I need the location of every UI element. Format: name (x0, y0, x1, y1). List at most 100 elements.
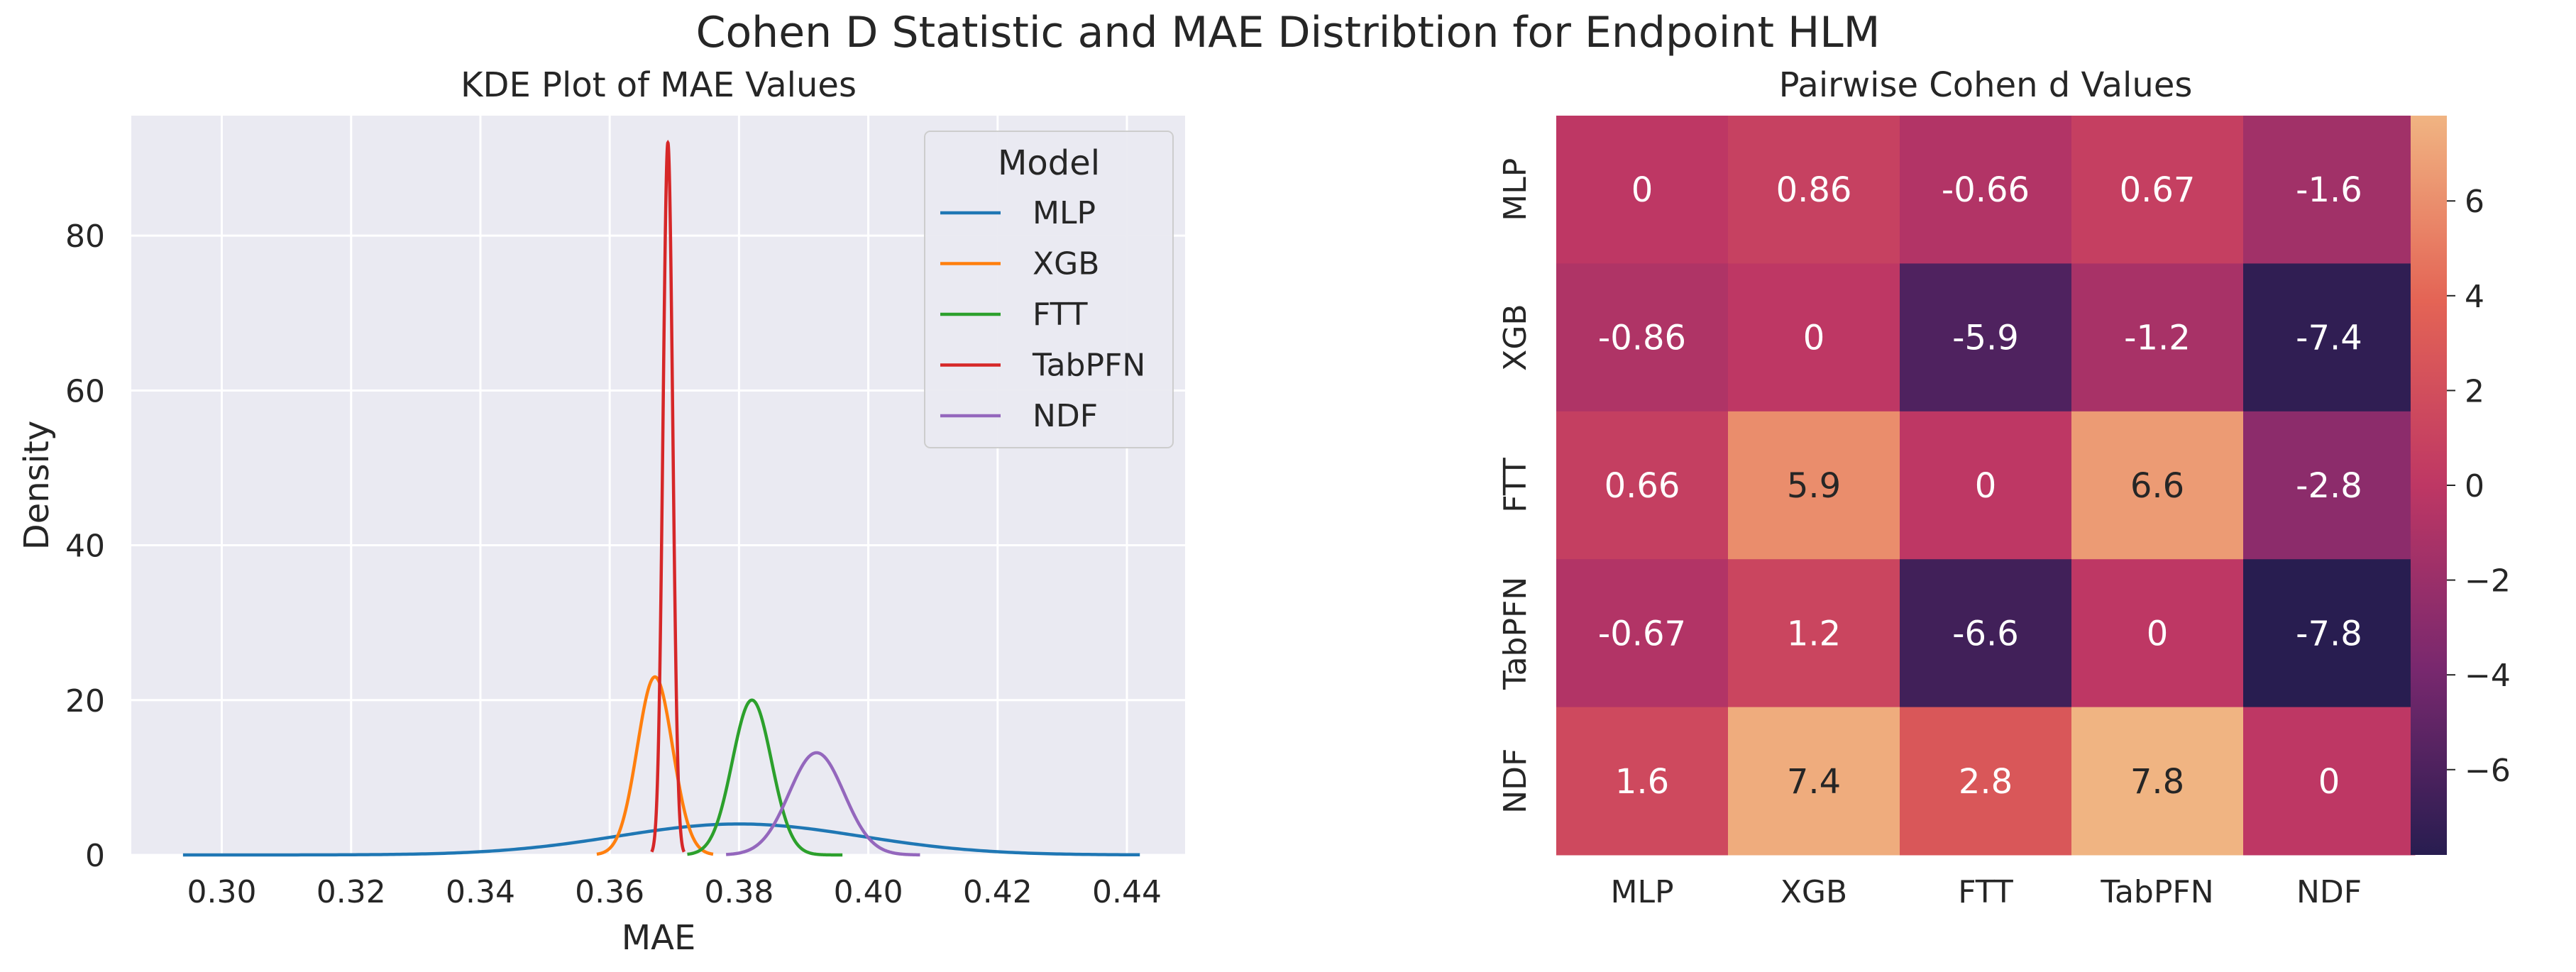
heatmap-cell (1728, 707, 1900, 856)
heatmap-cell-value: 1.6 (1615, 762, 1669, 802)
heatmap-cell-value: 0 (1803, 319, 1825, 358)
heatmap-row-label: MLP (1497, 158, 1534, 221)
heatmap-cell (1556, 559, 1729, 708)
heatmap-cell-value: 0.66 (1605, 466, 1680, 506)
kde-x-tick-label: 0.44 (1092, 874, 1162, 910)
heatmap-cell (1900, 411, 2072, 560)
heatmap-cell-value: -6.6 (1952, 614, 2019, 653)
heatmap-cell-value: 0 (2318, 762, 2340, 802)
heatmap-cell (1900, 707, 2072, 856)
heatmap-cell (1728, 263, 1900, 412)
heatmap-cell-value: -2.8 (2296, 466, 2362, 506)
heatmap-cell-value: 7.4 (1787, 762, 1841, 802)
heatmap-row-label: XGB (1497, 304, 1534, 370)
colorbar-tick-label: −2 (2465, 563, 2511, 600)
heatmap-cell-value: -0.86 (1598, 319, 1686, 358)
heatmap-row-label: FTT (1497, 458, 1534, 513)
heatmap-column-label: TabPFN (2100, 874, 2213, 910)
heatmap-cell-value: -1.2 (2124, 319, 2191, 358)
heatmap-cell (2243, 116, 2416, 264)
heatmap-cell-value: -1.6 (2296, 170, 2362, 210)
heatmap-cell (2071, 411, 2244, 560)
heatmap-cell (2071, 263, 2244, 412)
heatmap-panel: Pairwise Cohen d Values 0 0.86 -0.66 0.67 -1… (1497, 65, 2511, 910)
heatmap-cell (1556, 263, 1729, 412)
kde-panel: KDE Plot of MAE Values 0.30 0.32 0.34 0.36 0… (17, 65, 1185, 958)
kde-y-tick-label: 20 (65, 683, 105, 719)
legend-label-ndf: NDF (1033, 398, 1098, 434)
legend-label-tabpfn: TabPFN (1032, 348, 1145, 384)
colorbar (2411, 116, 2447, 855)
heatmap-cell-value: 1.2 (1787, 614, 1841, 653)
kde-x-ticks: 0.30 0.32 0.34 0.36 0.38 0.40 0.42 0.44 (187, 874, 1162, 910)
colorbar-ticks: −6 −4 −2 0 2 4 6 (2447, 184, 2511, 789)
legend-items: MLP XGB FTT TabPFN NDF (940, 195, 1145, 434)
heatmap-cell-value: 0 (1631, 170, 1653, 210)
kde-y-tick-label: 80 (65, 219, 105, 255)
heatmap-column-label: MLP (1610, 874, 1673, 910)
kde-legend: Model MLP XGB FTT TabPFN NDF (924, 131, 1174, 448)
legend-label-ftt: FTT (1033, 297, 1088, 333)
colorbar-tick-label: 6 (2465, 184, 2484, 220)
heatmap-cell (1900, 559, 2072, 708)
heatmap-cell-value: -0.66 (1942, 170, 2030, 210)
heatmap-cell-value: 0 (2147, 614, 2169, 653)
kde-x-tick-label: 0.40 (834, 874, 903, 910)
heatmap-row-labels: MLP XGB FTT TabPFN NDF (1497, 158, 1534, 814)
kde-x-tick-label: 0.34 (446, 874, 515, 910)
heatmap-cell-value: 0 (1975, 466, 1997, 506)
heatmap-cell-value: -7.4 (2296, 319, 2362, 358)
heatmap-cell (2243, 707, 2416, 856)
legend-frame (924, 131, 1174, 448)
heatmap-column-label: NDF (2296, 874, 2362, 910)
legend-label-mlp: MLP (1033, 195, 1096, 231)
kde-y-tick-label: 40 (65, 529, 105, 565)
heatmap-cell (1900, 116, 2072, 264)
heatmap-cell (1728, 411, 1900, 560)
heatmap-cell (1556, 707, 1729, 856)
heatmap-cell (1900, 263, 2072, 412)
kde-x-tick-label: 0.38 (704, 874, 774, 910)
colorbar-tick-label: −4 (2465, 658, 2511, 694)
kde-x-tick-label: 0.36 (575, 874, 644, 910)
legend-label-xgb: XGB (1033, 246, 1099, 282)
kde-y-tick-label: 0 (85, 838, 105, 874)
colorbar-tick-label: 2 (2465, 373, 2484, 409)
kde-y-tick-label: 60 (65, 373, 105, 409)
heatmap-column-label: FTT (1958, 874, 2013, 910)
kde-x-tick-label: 0.32 (317, 874, 386, 910)
heatmap-cell-value: 0.67 (2120, 170, 2196, 210)
heatmap-cell-value: -7.8 (2296, 614, 2362, 653)
heatmap-cell-value: -5.9 (1952, 319, 2019, 358)
kde-y-axis-label: Density (17, 421, 57, 550)
kde-x-axis-label: MAE (622, 918, 696, 958)
heatmap-cell-value: -0.67 (1598, 614, 1686, 653)
heatmap-cells: 0 0.86 -0.66 0.67 -1.6 -0.86 0 -5.9 -1.2 -7.4 0.66… (1556, 116, 2416, 856)
heatmap-cell (1556, 411, 1729, 560)
heatmap-cell (2243, 263, 2416, 412)
colorbar-tick-label: −6 (2465, 753, 2511, 789)
heatmap-cell-value: 6.6 (2130, 466, 2184, 506)
heatmap-cell (2243, 559, 2416, 708)
kde-curve-mlp (182, 822, 1140, 857)
kde-x-tick-label: 0.42 (963, 874, 1033, 910)
heatmap-cell-value: 2.8 (1959, 762, 2013, 802)
kde-curve-xgb (596, 675, 714, 856)
heatmap-cell (2071, 559, 2244, 708)
heatmap-title: Pairwise Cohen d Values (1779, 65, 2193, 105)
kde-title: KDE Plot of MAE Values (461, 65, 857, 105)
legend-title: Model (998, 143, 1100, 183)
kde-curve-ftt (687, 698, 843, 857)
kde-x-tick-label: 0.30 (187, 874, 257, 910)
kde-y-ticks: 0 20 40 60 80 (65, 219, 105, 874)
heatmap-cell-value: 7.8 (2130, 762, 2184, 802)
heatmap-row-label: NDF (1497, 749, 1534, 814)
heatmap-cell (1728, 559, 1900, 708)
heatmap-column-label: XGB (1780, 874, 1847, 910)
heatmap-cell (2071, 707, 2244, 856)
heatmap-cell (2071, 116, 2244, 264)
kde-curves (182, 140, 1140, 857)
kde-curve-tabpfn (650, 140, 686, 853)
heatmap-cell (1728, 116, 1900, 264)
